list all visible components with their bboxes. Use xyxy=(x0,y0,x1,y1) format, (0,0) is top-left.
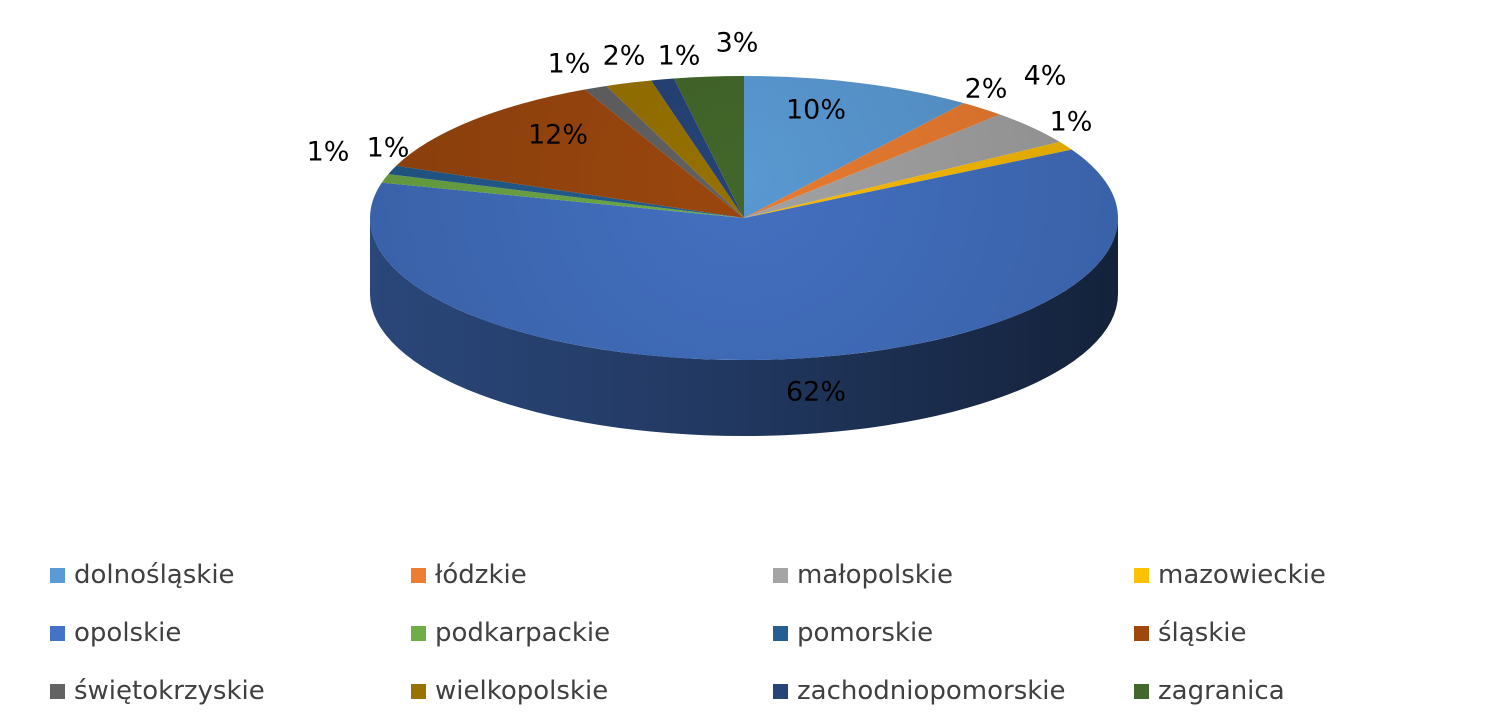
pie-top-layer xyxy=(369,76,1118,361)
legend-label: wielkopolskie xyxy=(435,676,609,706)
legend-label: śląskie xyxy=(1158,618,1247,648)
legend-item: wielkopolskie xyxy=(411,676,608,706)
pie-slice-5 xyxy=(381,174,744,218)
data-label-7: 12% xyxy=(528,120,588,151)
legend-label: zagranica xyxy=(1158,676,1285,706)
legend-swatch xyxy=(773,683,788,699)
pie-slice-3 xyxy=(744,141,1072,218)
legend-item: pomorskie xyxy=(773,618,933,648)
pie-slice-2 xyxy=(744,114,1060,218)
legend-label: świętokrzyskie xyxy=(74,676,265,706)
data-label-1: 2% xyxy=(965,74,1008,105)
pie-slice-11 xyxy=(673,76,744,218)
pie-slice-9 xyxy=(606,80,744,219)
legend-label: łódzkie xyxy=(435,560,527,590)
pie-slice-6 xyxy=(388,165,744,218)
data-label-3: 1% xyxy=(1050,107,1093,138)
legend-item: mazowieckie xyxy=(1134,560,1326,590)
pie-slice-7 xyxy=(396,89,744,218)
legend-item: małopolskie xyxy=(773,560,953,590)
data-label-9: 2% xyxy=(603,41,646,72)
legend-label: opolskie xyxy=(74,618,182,648)
legend: dolnośląskie łódzkie małopolskie mazowiecki… xyxy=(0,548,1495,719)
legend-swatch xyxy=(1134,625,1149,641)
legend-swatch xyxy=(411,683,426,699)
legend-swatch xyxy=(50,567,65,583)
pie-slice-0 xyxy=(744,76,964,218)
data-label-5: 1% xyxy=(307,137,350,168)
legend-item: łódzkie xyxy=(411,560,527,590)
legend-swatch xyxy=(50,625,65,641)
legend-item: zagranica xyxy=(1134,676,1285,706)
data-label-4: 62% xyxy=(786,377,846,408)
legend-label: pomorskie xyxy=(797,618,934,648)
legend-item: świętokrzyskie xyxy=(50,676,265,706)
data-label-0: 10% xyxy=(786,95,846,126)
legend-swatch xyxy=(411,567,426,583)
legend-swatch xyxy=(773,625,788,641)
data-label-10: 1% xyxy=(658,41,701,72)
pie-side-layer xyxy=(370,218,1118,436)
legend-item: zachodniopomorskie xyxy=(773,676,1066,706)
legend-item: opolskie xyxy=(50,618,181,648)
pie-slice-8 xyxy=(584,85,744,218)
pie-chart-svg: 10% 2% 4% 1% 62% 1% 1% 12% 1% 2% 1% 3% xyxy=(307,28,1118,436)
legend-item: dolnośląskie xyxy=(50,560,235,590)
data-label-2: 4% xyxy=(1024,61,1067,92)
legend-item: podkarpackie xyxy=(411,618,610,648)
legend-swatch xyxy=(1134,683,1149,699)
pie-slice-4 xyxy=(369,149,1118,361)
pie-slice-10 xyxy=(650,78,744,218)
legend-swatch xyxy=(1134,567,1149,583)
legend-label: zachodniopomorskie xyxy=(797,676,1066,706)
legend-swatch xyxy=(773,567,788,583)
legend-label: dolnośląskie xyxy=(74,560,235,590)
pie-slice-1 xyxy=(744,103,1001,218)
pie-side-4 xyxy=(370,218,1118,436)
legend-label: małopolskie xyxy=(797,560,954,590)
legend-label: mazowieckie xyxy=(1158,560,1326,590)
pie-label-layer: 10% 2% 4% 1% 62% 1% 1% 12% 1% 2% 1% 3% xyxy=(307,28,1093,408)
legend-label: podkarpackie xyxy=(435,618,611,648)
data-label-11: 3% xyxy=(716,28,759,59)
legend-swatch xyxy=(50,683,65,699)
legend-swatch xyxy=(411,625,426,641)
data-label-6: 1% xyxy=(367,133,410,164)
data-label-8: 1% xyxy=(548,49,591,80)
legend-item: śląskie xyxy=(1134,618,1247,648)
